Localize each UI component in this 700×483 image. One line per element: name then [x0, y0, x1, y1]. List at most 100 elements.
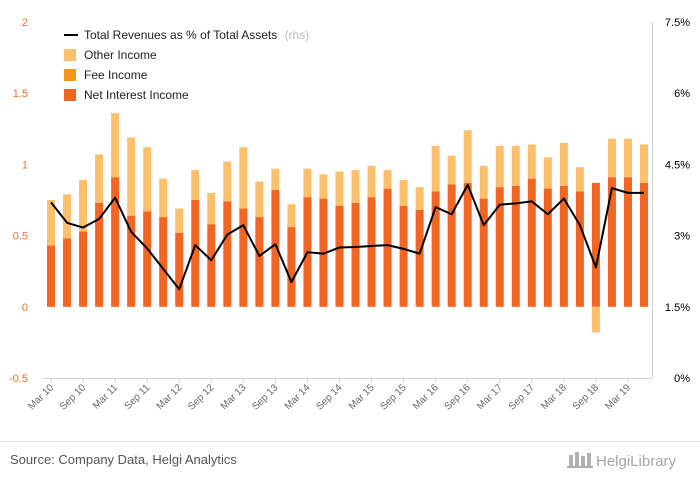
right-axis-tick-label: 0% [674, 373, 690, 385]
bar-net-interest-income-mar-12 [175, 232, 184, 307]
x-axis-tick-label: Mar 11 [91, 382, 121, 412]
x-axis-tick-label: Mar 18 [539, 382, 569, 412]
x-axis-tick-label: Mar 15 [347, 382, 377, 412]
x-axis-tick-label: Sep 13 [250, 382, 280, 412]
bar-net-interest-income-jun-18 [575, 191, 584, 307]
right-axis-tick-label: 3% [674, 231, 690, 243]
x-axis-tick-label: Sep 11 [123, 382, 153, 412]
bar-other-income-jun-15 [383, 170, 392, 189]
bar-net-interest-income-mar-10 [47, 245, 56, 307]
legend-label-fee-income: Fee Income [84, 68, 148, 82]
legend-swatch-other-income [64, 49, 76, 61]
x-axis-tick-label: Sep 18 [571, 382, 601, 412]
bar-other-income-sep-15 [399, 180, 408, 206]
x-axis-tick-label: Mar 17 [475, 382, 505, 412]
left-axis-tick-label: 0 [22, 302, 28, 314]
bar-net-interest-income-sep-11 [143, 211, 152, 307]
x-axis-tick-label: Mar 19 [603, 382, 633, 412]
bar-other-income-jun-10 [63, 194, 72, 239]
x-axis-tick-label: Sep 12 [186, 382, 216, 412]
bar-net-interest-income-mar-11 [111, 177, 120, 307]
x-axis-tick-label: Sep 15 [379, 382, 409, 412]
x-axis-tick-label: Mar 14 [283, 382, 313, 412]
bar-other-income-dec-10 [95, 154, 104, 203]
bar-net-interest-income-dec-14 [351, 202, 360, 307]
line-total-revenues-pct-assets [50, 183, 644, 291]
bar-net-interest-income-mar-13 [239, 208, 248, 307]
bar-other-income-mar-19 [623, 138, 632, 178]
bar-net-interest-income-jun-15 [383, 188, 392, 307]
legend: Total Revenues as % of Total Assets (rhs… [64, 28, 309, 102]
x-axis-tick-label: Sep 14 [314, 382, 344, 412]
bar-net-interest-income-jun-16 [447, 184, 456, 307]
bar-net-interest-income-dec-17 [543, 188, 552, 307]
bar-net-interest-income-dec-12 [223, 201, 232, 307]
left-axis-tick-label: 1.5 [13, 88, 28, 100]
bar-other-income-sep-10 [79, 180, 88, 232]
helgi-library-logo: HelgiLibrary [567, 452, 677, 470]
bar-other-income-dec-11 [159, 178, 168, 218]
left-axis-tick-label: 0.5 [13, 231, 28, 243]
left-axis-tick-label: 2 [22, 17, 28, 29]
source-note: Source: Company Data, Helgi Analytics [10, 452, 237, 467]
bar-net-interest-income-jun-11 [127, 215, 136, 307]
bar-other-income-mar-10 [47, 200, 56, 246]
x-axis-tick-label: Sep 10 [58, 382, 88, 412]
legend-label-total-revenues: Total Revenues as % of Total Assets (rhs… [84, 28, 309, 42]
bar-other-income-jun-19 [639, 144, 648, 183]
bar-other-income-sep-12 [207, 192, 216, 225]
legend-label-net-interest-income: Net Interest Income [84, 88, 189, 102]
legend-swatch-fee-income [64, 69, 76, 81]
bar-other-income-dec-15 [415, 187, 424, 210]
bar-net-interest-income-jun-10 [63, 238, 72, 307]
bar-other-income-sep-13 [271, 168, 280, 191]
bar-net-interest-income-sep-15 [399, 205, 408, 307]
bar-other-income-mar-15 [367, 165, 376, 198]
bar-other-income-mar-17 [495, 145, 504, 188]
line-layer [50, 183, 644, 291]
right-axis-tick-label: 1.5% [665, 302, 690, 314]
bar-other-income-dec-14 [351, 170, 360, 203]
right-axis-tick-label: 4.5% [665, 159, 690, 171]
x-axis-tick-label: Mar 12 [155, 382, 185, 412]
bar-net-interest-income-sep-14 [335, 205, 344, 307]
bar-other-income-mar-16 [431, 145, 440, 192]
bar-net-interest-income-dec-10 [95, 202, 104, 307]
bar-net-interest-income-jun-17 [511, 185, 520, 307]
bar-other-income-mar-11 [111, 113, 120, 178]
bar-net-interest-income-dec-15 [415, 209, 424, 307]
bar-other-income-jun-11 [127, 137, 136, 216]
bar-other-income-jun-18 [575, 167, 584, 192]
x-axis-tick-label: Mar 13 [219, 382, 249, 412]
bar-other-income-dec-12 [223, 161, 232, 202]
library-icon [567, 452, 593, 468]
bar-net-interest-income-mar-17 [495, 187, 504, 307]
x-axis-tick-label: Sep 17 [507, 382, 537, 412]
bar-other-income-jun-16 [447, 155, 456, 185]
bar-other-income-mar-12 [175, 208, 184, 233]
bar-net-interest-income-dec-18 [607, 177, 616, 307]
legend-rhs-note: (rhs) [285, 28, 310, 42]
bar-net-interest-income-dec-11 [159, 217, 168, 307]
bar-net-interest-income-sep-12 [207, 224, 216, 307]
right-axis-tick-label: 7.5% [665, 17, 690, 29]
bar-net-interest-income-jun-12 [191, 200, 200, 307]
bar-other-income-mar-18 [559, 143, 568, 186]
x-axis-tick-label: Mar 10 [26, 382, 56, 412]
bar-net-interest-income-jun-19 [639, 182, 648, 307]
bar-other-income-sep-16 [463, 130, 472, 183]
x-axis-tick-label: Sep 16 [443, 382, 473, 412]
bar-other-income-jun-13 [255, 181, 264, 218]
legend-total-revenues-name: Total Revenues as % of Total Assets [84, 28, 277, 42]
bar-net-interest-income-sep-16 [463, 182, 472, 307]
bar-net-interest-income-sep-18 [591, 182, 600, 307]
bar-other-income-jun-14 [319, 174, 328, 199]
bar-net-interest-income-dec-16 [479, 198, 488, 307]
bar-net-interest-income-sep-17 [527, 178, 536, 307]
right-axis-tick-label: 6% [674, 88, 690, 100]
bar-net-interest-income-mar-15 [367, 197, 376, 307]
bar-other-income-dec-16 [479, 165, 488, 199]
bar-other-income-dec-18 [607, 138, 616, 178]
legend-swatch-net-interest-income [64, 89, 76, 101]
